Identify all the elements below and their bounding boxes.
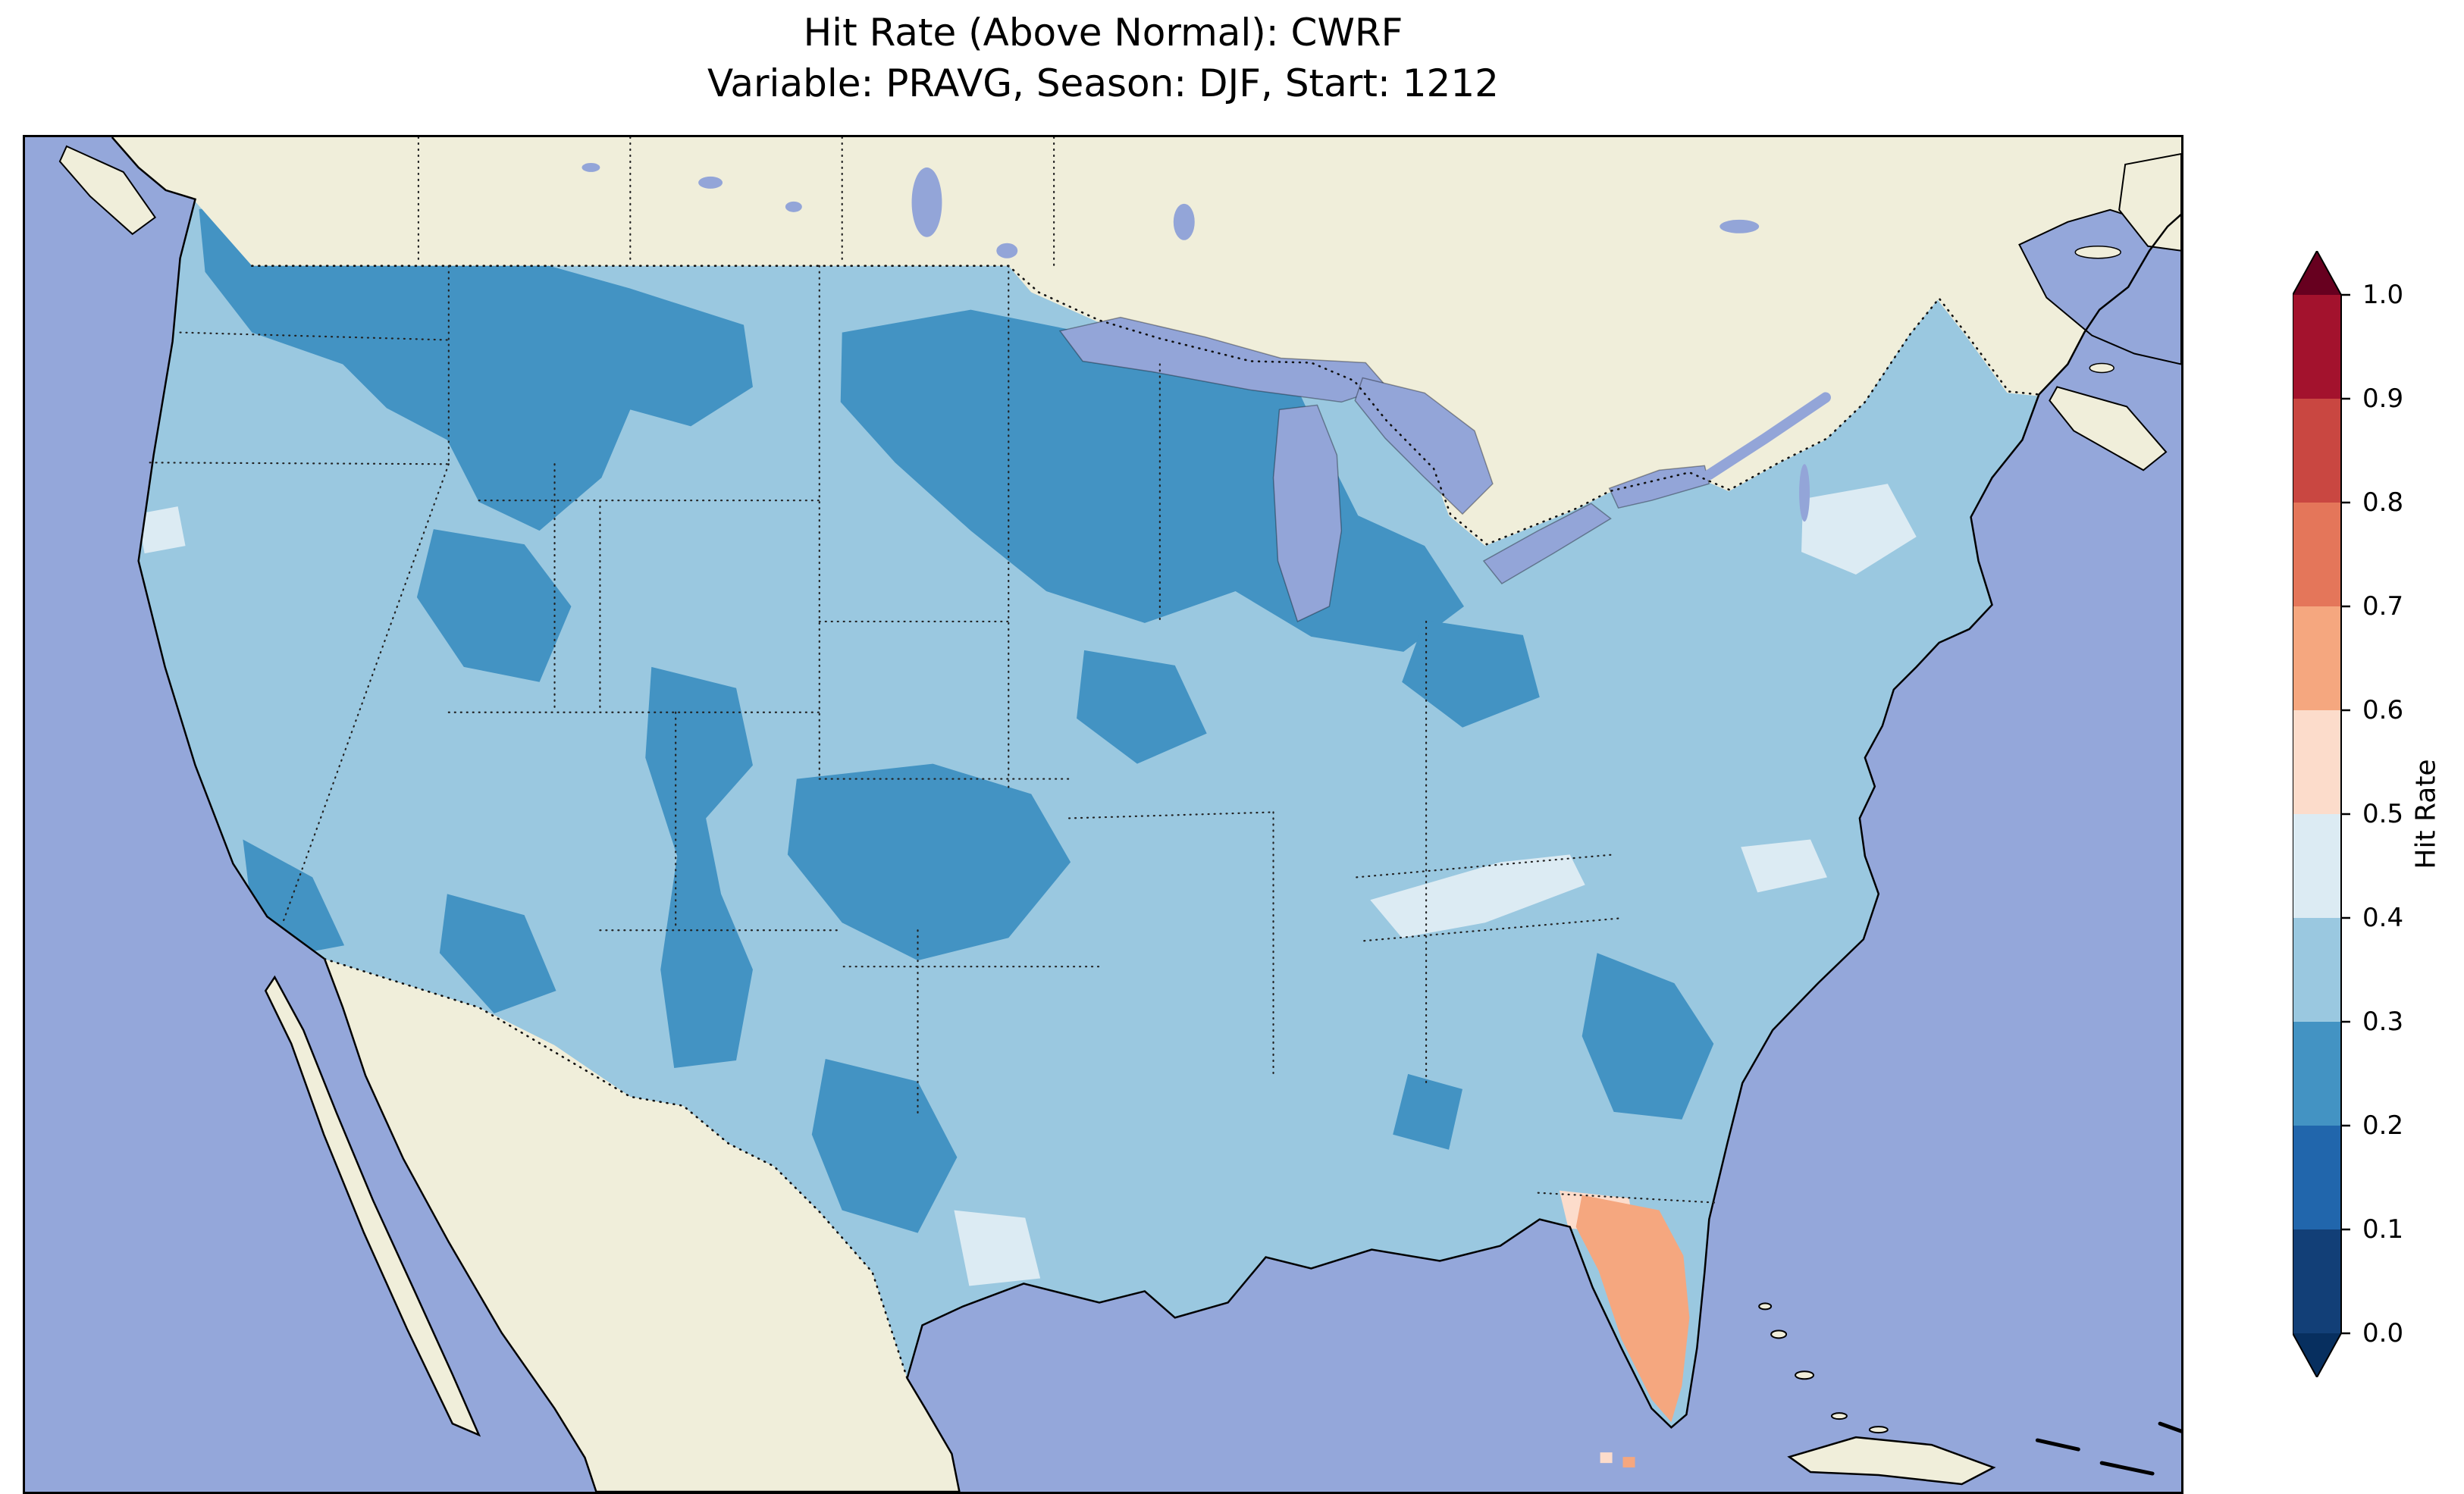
region-nevada-utah [416,529,572,682]
region-georgia-carolinas [1582,953,1714,1120]
baja-california [264,975,481,1437]
lake-ontario [1608,465,1710,509]
region-florida-keys-west [1600,1452,1613,1464]
colorbar-segment [2293,710,2341,814]
bahamas-island-4 [1868,1426,1889,1434]
colorbar-scale [2293,251,2350,1377]
region-tennessee-valley [1370,854,1585,938]
st-lawrence-river [1704,392,1831,481]
region-pacific-nw-rockies [199,201,753,531]
colorbar-extend-under [2293,1333,2341,1377]
colorbar-segment [2293,918,2341,1022]
us-hit-rate-map [25,137,2181,1492]
colorbar-tick-label: 0.2 [2362,1110,2404,1141]
region-conus-base [138,201,2038,1428]
bahamas-island-3 [1830,1412,1848,1420]
lake-huron [1354,377,1494,515]
map-panel [23,135,2183,1494]
islands [1758,1302,2181,1486]
region-florida-keys-east [1622,1457,1635,1468]
colorbar-tick-label: 0.0 [2362,1318,2404,1348]
colorbar-tick-label: 0.6 [2362,695,2404,725]
lake-winnipeg [911,167,942,237]
figure-title: Hit Rate (Above Normal): CWRF Variable: … [23,8,2183,109]
colorbar-tick-label: 0.8 [2362,487,2404,518]
canada-lake-1 [698,176,723,189]
lake-of-the-woods [996,243,1018,258]
state-borders [149,137,1717,1204]
gulf-of-st-lawrence [2018,208,2181,365]
lakes [582,162,1831,622]
lake-michigan [1272,404,1343,622]
title-line-1: Hit Rate (Above Normal): CWRF [803,11,1403,55]
region-southern-california [243,839,345,955]
region-central-texas [811,1058,958,1233]
colorbar-label: Hit Rate [2410,759,2442,869]
lake-erie [1482,503,1612,584]
region-kansas-oklahoma [787,763,1071,961]
colorbar-segment [2293,1126,2341,1229]
canada-lake-3 [582,162,600,172]
colorbar-segment [2293,1229,2341,1333]
region-new-england [1801,484,1917,575]
us-canada-border [251,265,2040,546]
region-texas-gulf-coast [954,1210,1041,1286]
anticosti-island [2074,246,2121,259]
colorbar-segment [2293,606,2341,710]
colorbar-tick-label: 0.5 [2362,799,2404,829]
colorbar-segment [2293,814,2341,918]
colorbar-tick-label: 1.0 [2362,280,2404,310]
newfoundland [2118,152,2181,252]
coastline [111,137,2181,1492]
cuba [1787,1436,1996,1486]
colorbar-segment [2293,1022,2341,1126]
bahamas-island-5 [1758,1302,1773,1311]
region-ohio-valley [1402,619,1540,728]
region-carolina-coast [1741,839,1827,893]
colorbar-extend-over [2293,251,2341,295]
region-florida-peninsula [1575,1195,1690,1423]
us-mexico-border [323,957,908,1380]
nova-scotia [2049,386,2168,471]
region-colorado-new-mexico [645,666,753,1068]
title-line-2: Variable: PRAVG, Season: DJF, Start: 121… [707,61,1499,105]
hit-rate-data [138,201,2038,1468]
vancouver-island [58,145,157,236]
colorbar-tick-label: 0.4 [2362,903,2404,933]
colorbar-segment [2293,503,2341,606]
region-northwest-nevada [138,506,186,554]
colorbar-tick-label: 0.7 [2362,591,2404,622]
colorbar: 1.0 0.9 0.8 0.7 0.6 0.5 0.4 0.3 0.2 0.1 0.0 [2293,251,2464,1380]
ottawa-river [1719,219,1760,233]
colorbar-tick-label: 0.9 [2362,384,2404,414]
borders [149,137,2040,1380]
region-arizona [439,894,556,1014]
colorbar-segment [2293,295,2341,399]
antilles-chain [2035,1421,2181,1476]
colorbar-tick-label: 0.1 [2362,1214,2404,1245]
colorbar-segment [2293,399,2341,503]
lake-nipigon [1173,203,1195,240]
bahamas-island-1 [1770,1330,1788,1339]
region-iowa-missouri [1077,650,1207,764]
canada-lake-2 [785,201,802,212]
colorbar-tick-label: 0.3 [2362,1007,2404,1037]
bahamas-island-2 [1795,1370,1815,1380]
prince-edward-island [2089,362,2114,374]
region-mississippi-alabama [1393,1073,1462,1150]
lake-champlain [1799,464,1810,522]
